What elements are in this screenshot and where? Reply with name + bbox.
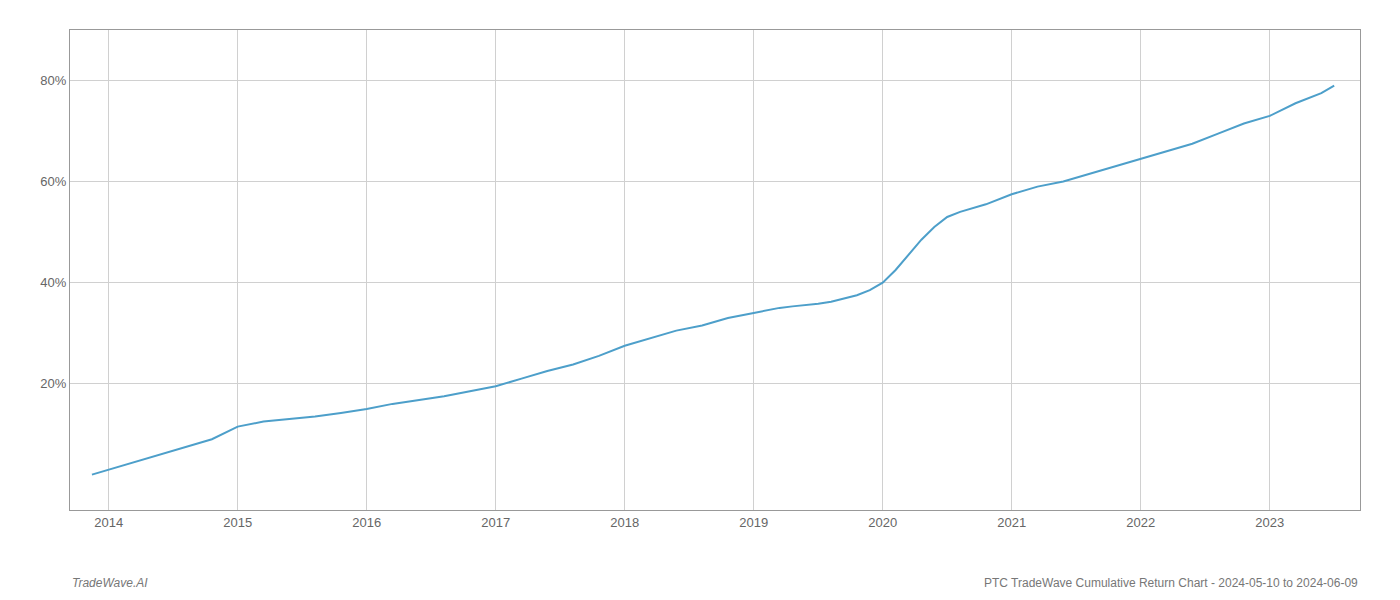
svg-text:TradeWave.AI: TradeWave.AI: [72, 576, 148, 590]
svg-text:20%: 20%: [40, 376, 66, 391]
svg-text:2016: 2016: [352, 515, 381, 530]
svg-text:80%: 80%: [40, 73, 66, 88]
svg-text:2023: 2023: [1255, 515, 1284, 530]
svg-text:2021: 2021: [997, 515, 1026, 530]
svg-text:PTC TradeWave Cumulative Retur: PTC TradeWave Cumulative Return Chart - …: [984, 576, 1358, 590]
svg-text:2019: 2019: [739, 515, 768, 530]
svg-text:2017: 2017: [481, 515, 510, 530]
svg-text:40%: 40%: [40, 275, 66, 290]
svg-text:2022: 2022: [1126, 515, 1155, 530]
svg-text:2014: 2014: [94, 515, 123, 530]
svg-text:60%: 60%: [40, 174, 66, 189]
svg-text:2018: 2018: [610, 515, 639, 530]
svg-text:2020: 2020: [868, 515, 897, 530]
svg-text:2015: 2015: [223, 515, 252, 530]
